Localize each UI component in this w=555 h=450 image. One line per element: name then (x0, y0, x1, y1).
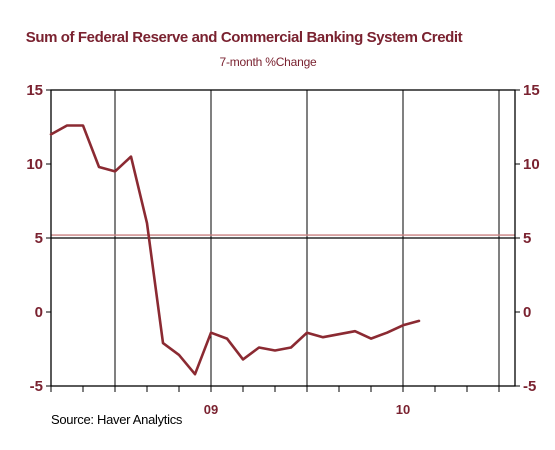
chart-title: Sum of Federal Reserve and Commercial Ba… (26, 29, 463, 46)
series-line (49, 124, 421, 376)
y-tick-label-right: 15 (523, 82, 540, 99)
x-tick-label: 09 (204, 402, 218, 417)
y-axis-left-labels: -5 0 5 10 15 (26, 82, 43, 395)
y-axis-right-labels: -5 0 5 10 15 (523, 82, 540, 395)
axes (46, 89, 520, 392)
x-tick-label: 10 (396, 402, 410, 417)
y-tick-label-left: 5 (35, 230, 43, 247)
series-layer (49, 124, 421, 376)
chart-subtitle: 7-month %Change (219, 55, 317, 69)
x-axis-labels: 09 10 (204, 402, 410, 417)
y-tick-label-right: -5 (523, 378, 536, 395)
y-tick-label-left: -5 (30, 378, 43, 395)
y-tick-label-left: 15 (26, 82, 43, 99)
y-tick-label-right: 10 (523, 156, 540, 173)
source-note: Source: Haver Analytics (51, 412, 183, 427)
y-tick-label-left: 0 (35, 304, 43, 321)
y-tick-label-left: 10 (26, 156, 43, 173)
y-tick-label-right: 5 (523, 230, 531, 247)
y-tick-label-right: 0 (523, 304, 531, 321)
grid (51, 90, 515, 386)
